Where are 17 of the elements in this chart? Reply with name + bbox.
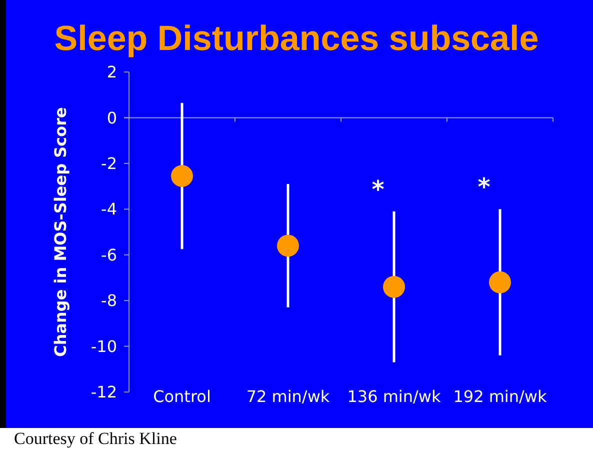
y-tick-label: -8	[101, 291, 117, 310]
x-tick-label: 192 min/wk	[453, 387, 548, 406]
x-tick-label: 72 min/wk	[246, 387, 330, 406]
y-axis-title: Change in MOS-Sleep Score	[51, 106, 70, 357]
y-tick-label: 2	[106, 62, 117, 82]
y-tick-label: -10	[90, 336, 117, 356]
chart-title: Sleep Disturbances subscale	[54, 19, 539, 58]
x-tick-label: Control	[153, 387, 211, 406]
y-tick-label: -6	[101, 245, 117, 264]
data-label: *	[372, 175, 385, 204]
y-tick-label: 0	[106, 108, 117, 128]
y-tick-label: -2	[101, 154, 117, 174]
data-label: *	[478, 173, 491, 202]
y-tick-label: -12	[90, 382, 117, 402]
text: Courtesy of Chris Kline	[14, 429, 177, 448]
y-tick-label: -4	[101, 200, 117, 219]
x-tick-label: 136 min/wk	[347, 387, 442, 406]
